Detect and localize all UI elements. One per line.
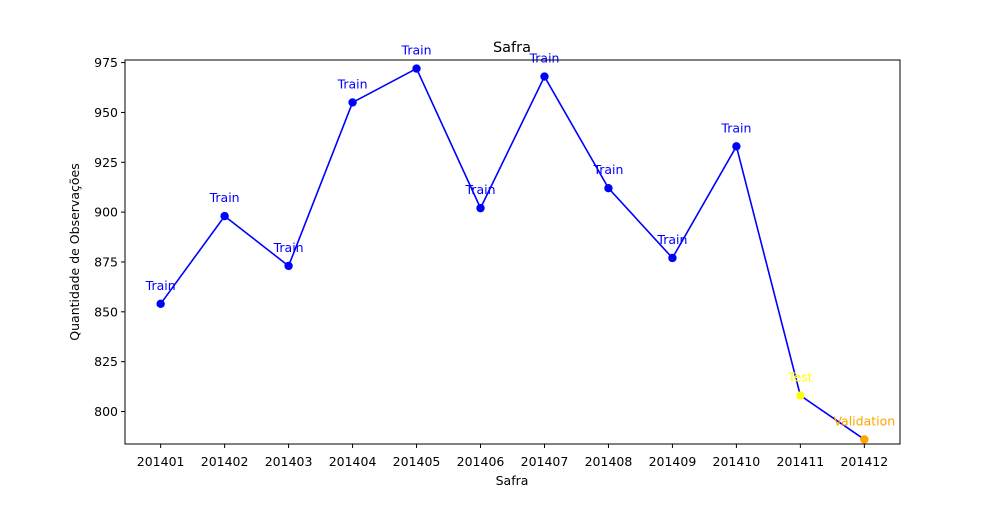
data-point-label: Train (528, 51, 559, 66)
data-point-label: Train (465, 182, 496, 197)
x-tick-label: 201411 (777, 454, 825, 469)
data-point-label: Train (401, 43, 432, 58)
data-point (476, 203, 485, 213)
data-point-label: Train (209, 190, 240, 205)
plot-area-frame (124, 59, 901, 445)
data-point-label: Train (273, 240, 304, 255)
x-tick-label: 201407 (521, 454, 569, 469)
x-tick-label: 201408 (585, 454, 633, 469)
x-tick-label: 201403 (265, 454, 313, 469)
data-point (284, 261, 293, 271)
data-point (220, 211, 229, 221)
data-point (732, 142, 741, 151)
data-point-label: Train (720, 120, 751, 135)
data-point-label: Train (337, 76, 368, 91)
y-tick-label: 800 (94, 404, 118, 419)
x-tick-label: 201401 (137, 454, 185, 469)
y-tick-label: 900 (94, 205, 118, 220)
x-tick-label: 201402 (201, 454, 249, 469)
data-point-label: Test (787, 370, 813, 385)
data-point-label: Train (656, 232, 687, 247)
x-axis-label: Safra (496, 473, 529, 488)
data-point (860, 435, 869, 444)
ticks-layer: 800 825 850 875 900 925 950 975 201401 201402 2014… (94, 55, 888, 469)
data-point-label: Validation (833, 413, 895, 428)
x-tick-label: 201404 (329, 454, 377, 469)
y-tick-label: 825 (94, 354, 118, 369)
y-axis-label: Quantidade de Observações (67, 163, 82, 340)
data-point (540, 72, 549, 81)
x-tick-label: 201406 (457, 454, 505, 469)
data-point (796, 391, 805, 400)
point-labels-layer: Train Train Train Train Train Train Train Train… (145, 43, 896, 429)
data-point-label: Train (145, 278, 176, 293)
y-tick-label: 875 (94, 254, 118, 269)
series-line (160, 67, 865, 441)
y-tick-label: 925 (94, 155, 118, 170)
x-tick-label: 201409 (649, 454, 697, 469)
series-layer (156, 64, 869, 444)
data-point (348, 98, 357, 107)
data-point (156, 299, 165, 309)
y-tick-label: 850 (94, 304, 118, 319)
chart-title: Safra (493, 40, 531, 56)
data-point-label: Train (592, 162, 623, 177)
x-tick-label: 201410 (713, 454, 761, 469)
y-tick-label: 975 (94, 55, 118, 70)
x-tick-label: 201412 (840, 454, 888, 469)
x-tick-label: 201405 (393, 454, 441, 469)
data-point (668, 253, 677, 263)
y-tick-label: 950 (94, 105, 118, 120)
data-point (604, 183, 613, 193)
data-point (412, 64, 421, 73)
